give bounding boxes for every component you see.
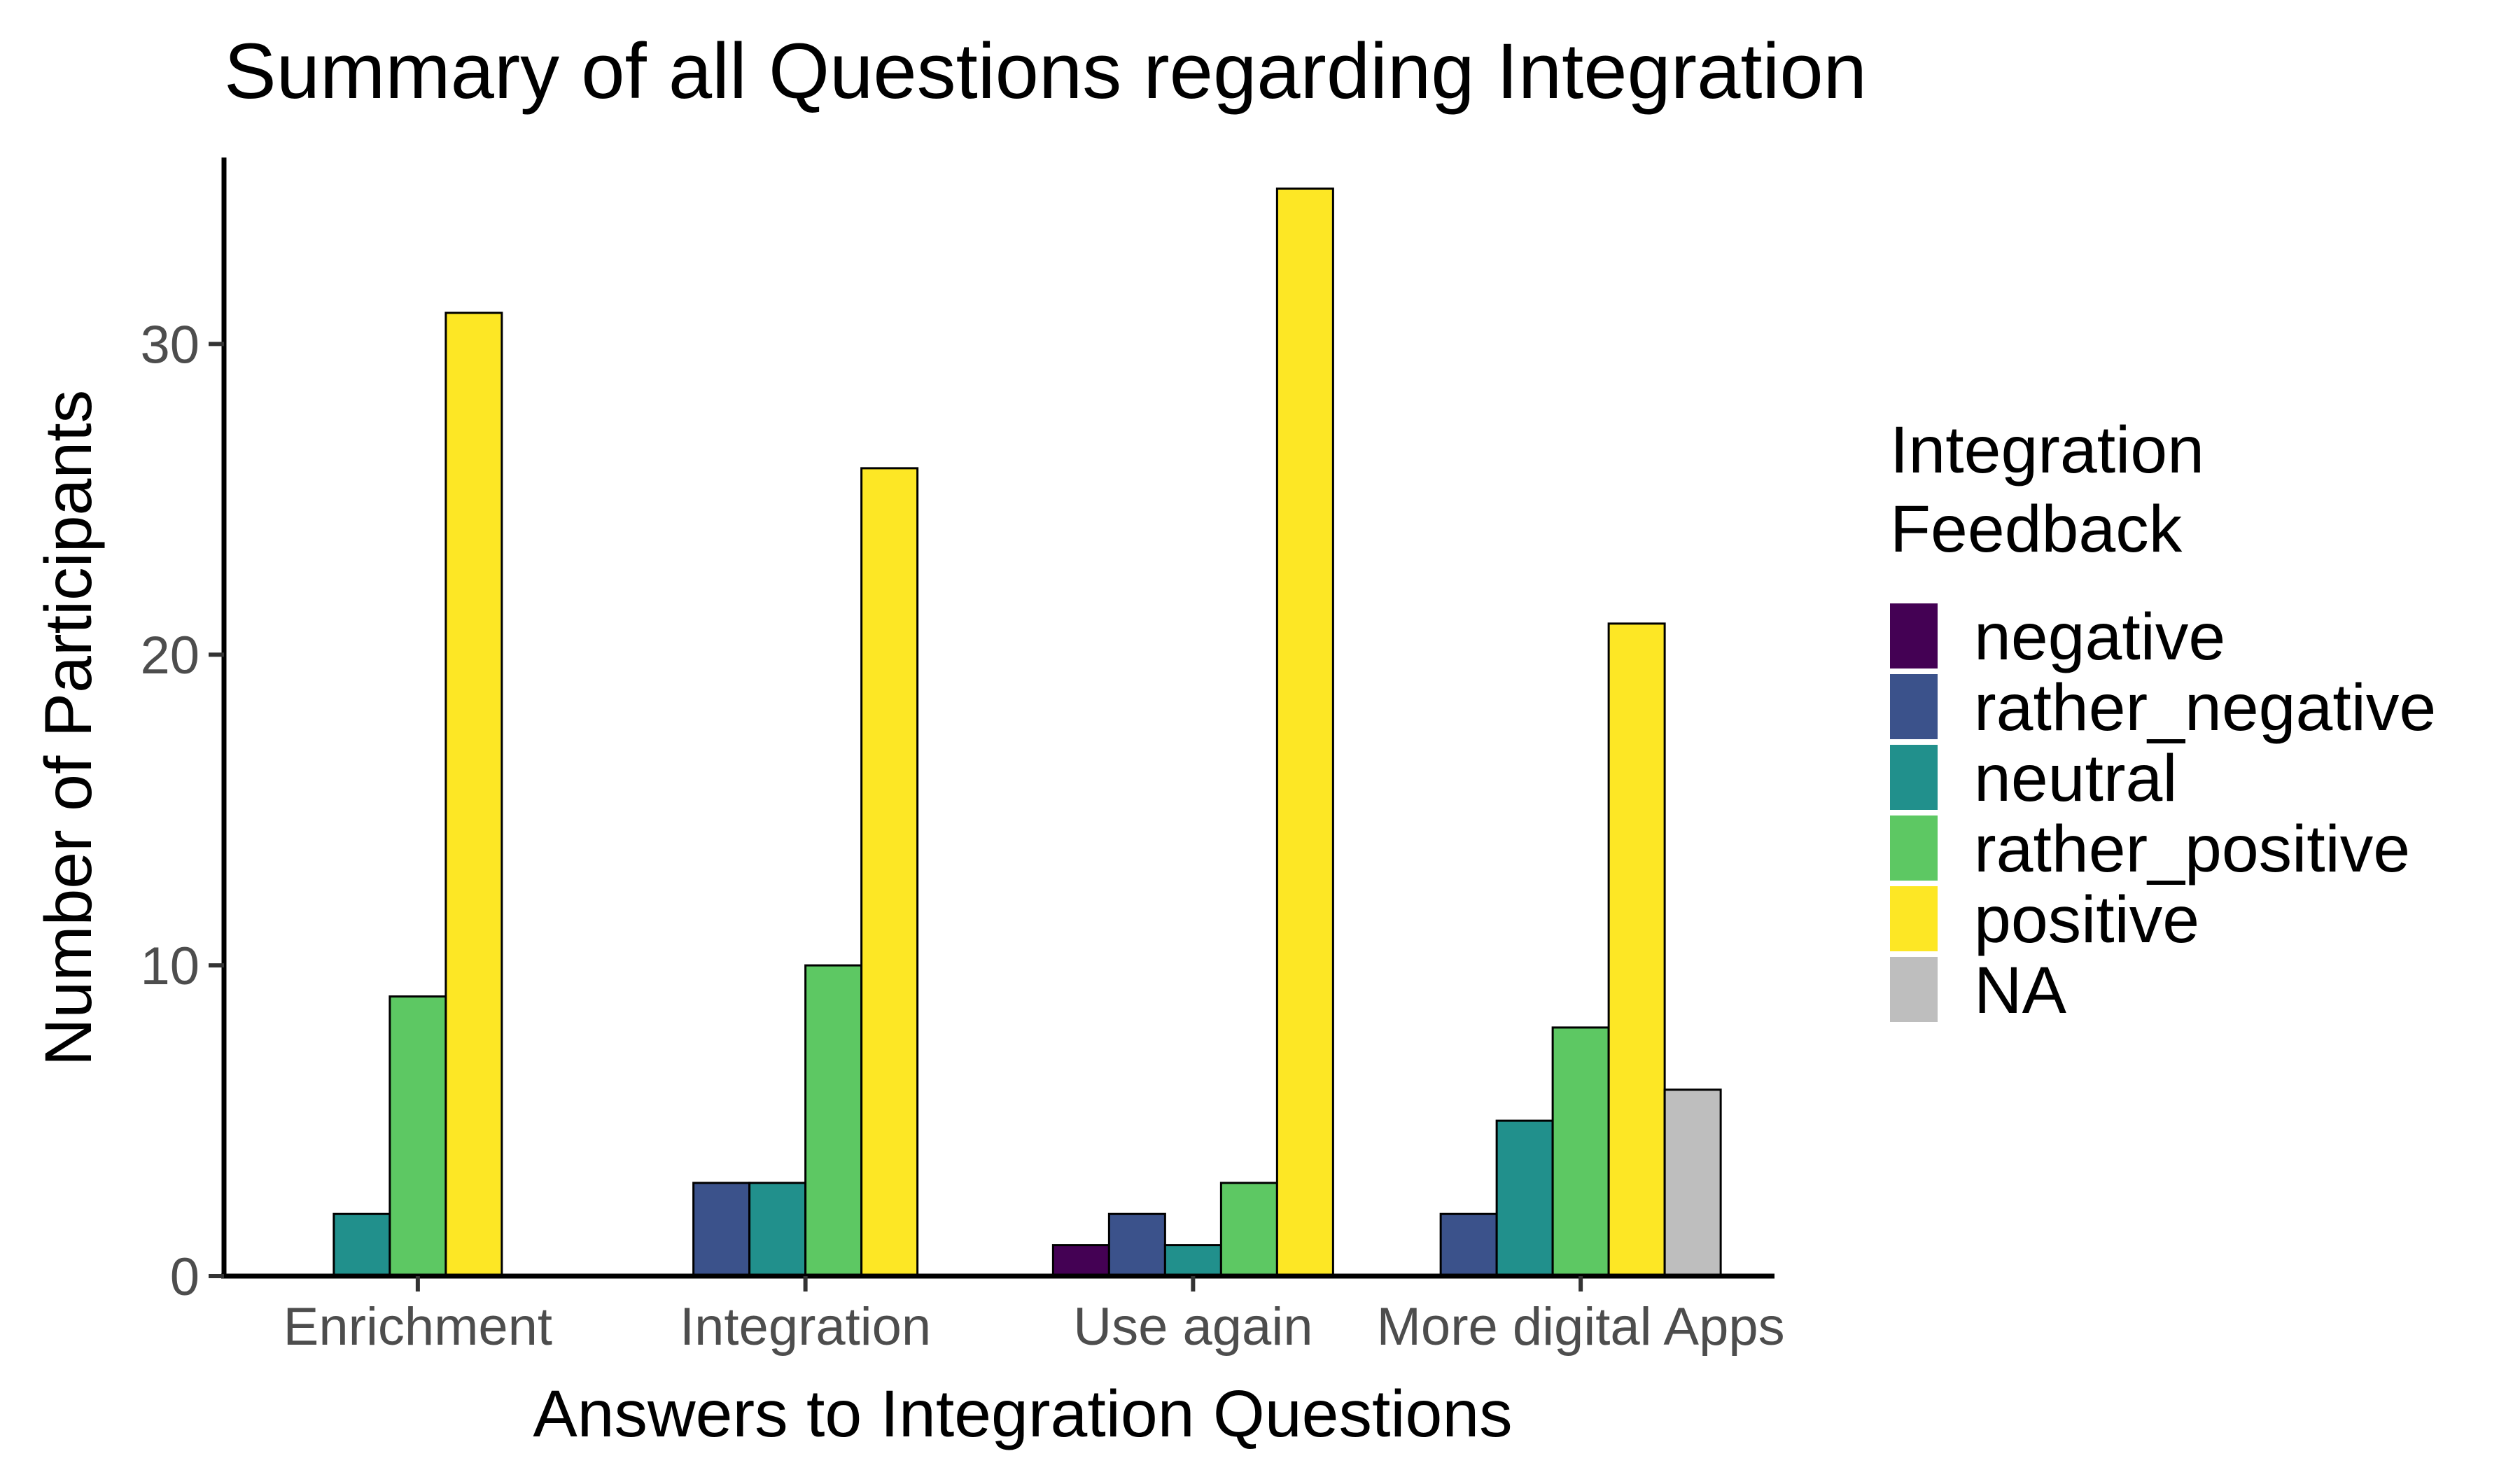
legend-swatch-neutral [1890, 745, 1938, 810]
bar-integration-neutral [748, 1182, 807, 1278]
bar-enrichment-positive [444, 312, 503, 1278]
x-tick-label-more-digital-apps: More digital Apps [1377, 1297, 1785, 1357]
legend-swatch-negative [1890, 603, 1938, 668]
legend-label-negative: negative [1974, 600, 2225, 674]
bar-more-digital-apps-neutral [1495, 1119, 1554, 1278]
legend-label-neutral: neutral [1974, 741, 2177, 816]
y-axis-title: Number of Participants [31, 390, 106, 1066]
bar-use-again-negative [1051, 1244, 1110, 1278]
bar-more-digital-apps-rather-positive [1551, 1026, 1610, 1278]
legend-items: negativerather_negativeneutralrather_pos… [1890, 600, 2436, 1028]
bar-enrichment-neutral [332, 1212, 391, 1278]
legend-swatch-na [1890, 957, 1938, 1022]
legend-label-na: NA [1974, 953, 2067, 1028]
bar-more-digital-apps-positive [1607, 622, 1666, 1278]
bar-more-digital-apps-rather-negative [1439, 1212, 1498, 1278]
bar-use-again-rather-negative [1107, 1212, 1166, 1278]
legend-label-rather-negative: rather_negative [1974, 671, 2436, 745]
y-tick-label-10: 10 [140, 937, 200, 996]
bars-group [332, 187, 1722, 1278]
x-axis-ticks: Enrichment Integration Use again More digit… [284, 1276, 1785, 1357]
legend-label-rather-positive: rather_positive [1974, 812, 2410, 886]
bar-use-again-positive [1275, 187, 1334, 1278]
legend-swatch-rather-positive [1890, 816, 1938, 881]
x-tick-label-use-again: Use again [1073, 1297, 1312, 1357]
legend-swatch-rather-negative [1890, 674, 1938, 739]
x-axis-title: Answers to Integration Questions [533, 1377, 1512, 1451]
bar-enrichment-rather-positive [388, 995, 447, 1278]
bar-more-digital-apps-na [1663, 1088, 1722, 1278]
y-tick-label-20: 20 [140, 626, 200, 685]
x-tick-label-integration: Integration [680, 1297, 931, 1357]
y-tick-label-0: 0 [170, 1247, 200, 1307]
legend-title-line-1: Integration [1890, 413, 2204, 487]
legend-title-line-2: Feedback [1890, 492, 2183, 566]
y-axis-ticks: 0 10 20 30 [140, 315, 224, 1307]
bar-use-again-neutral [1163, 1244, 1222, 1278]
x-tick-label-enrichment: Enrichment [284, 1297, 552, 1357]
bar-integration-rather-negative [692, 1182, 751, 1278]
legend-swatch-positive [1890, 886, 1938, 951]
bar-integration-rather-positive [804, 964, 863, 1278]
legend: Integration Feedback negativerather_nega… [1890, 413, 2436, 1028]
legend-label-positive: positive [1974, 883, 2199, 957]
y-tick-label-30: 30 [140, 315, 200, 374]
chart-title: Summary of all Questions regarding Integ… [224, 27, 1867, 115]
bar-integration-positive [860, 467, 919, 1278]
bar-use-again-rather-positive [1219, 1182, 1278, 1278]
